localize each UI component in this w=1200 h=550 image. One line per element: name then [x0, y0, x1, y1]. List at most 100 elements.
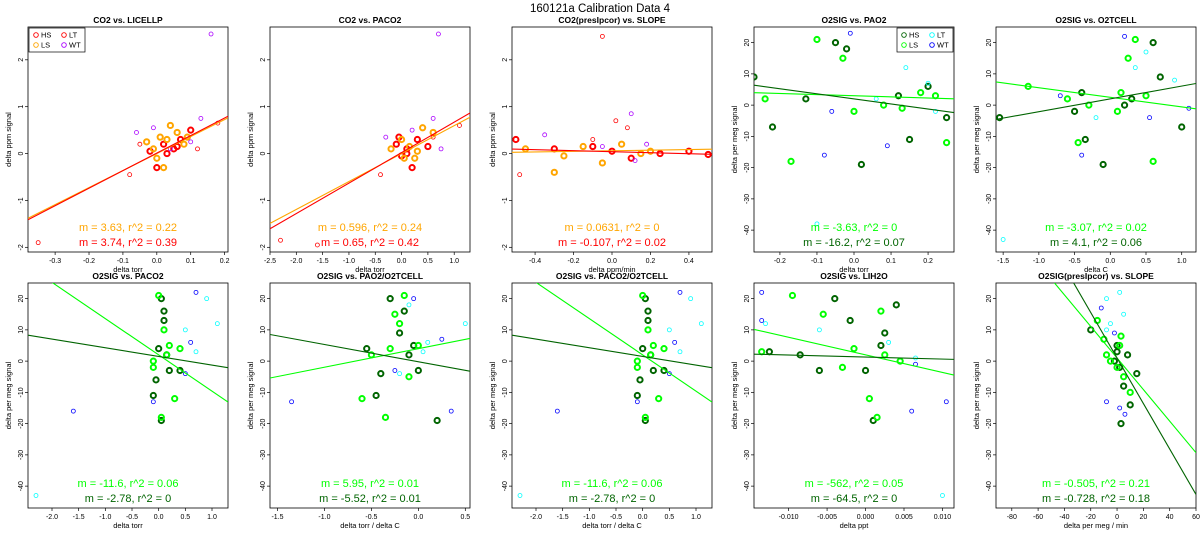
- y-tick-label: 20: [744, 39, 751, 47]
- plot-frame: [753, 26, 955, 253]
- x-tick-label: -0.1: [811, 258, 823, 265]
- x-tick-label: -0.005: [817, 514, 837, 521]
- data-point-hs: [1081, 135, 1089, 144]
- data-point-ls: [160, 326, 168, 334]
- fit-line-hs: [512, 148, 712, 155]
- x-tick-label: 1.0: [691, 514, 701, 521]
- data-point-ls: [618, 140, 626, 148]
- panel-title: CO2 vs. PACO2: [339, 15, 402, 25]
- data-point-lt: [137, 141, 143, 147]
- data-point-wt: [289, 399, 294, 405]
- x-tick-label: -80: [1007, 514, 1017, 521]
- data-point-wt: [436, 31, 441, 37]
- data-point-wt: [188, 139, 194, 145]
- data-point-wt: [448, 408, 454, 414]
- data-point-ls: [896, 357, 904, 365]
- x-tick-label: 0.4: [684, 258, 694, 265]
- y-axis-label: delta per meg signal: [730, 361, 739, 429]
- y-tick-label: 10: [18, 326, 25, 334]
- data-point-lt: [925, 80, 931, 86]
- fit-stat-hs: m = 3.74, r^2 = 0.39: [79, 237, 177, 249]
- data-point-ls: [173, 128, 181, 137]
- plot-area: [270, 291, 470, 425]
- data-point-wt: [884, 143, 890, 149]
- data-point-hs: [656, 149, 664, 158]
- x-tick-label: -1.0: [99, 514, 111, 521]
- data-point-ls: [865, 395, 873, 403]
- y-tick-label: -1: [18, 197, 25, 203]
- data-point-lt: [933, 108, 938, 114]
- data-point-hs: [842, 45, 851, 53]
- x-axis-label: delta torr / delta C: [582, 521, 642, 530]
- fit-line-hs: [270, 112, 470, 230]
- data-point-lt: [1117, 289, 1123, 295]
- data-point-ls: [156, 133, 164, 141]
- x-tick-label: 0: [1115, 514, 1119, 521]
- x-axis-label: delta torr: [839, 265, 869, 274]
- y-tick-label: 2: [502, 58, 509, 62]
- data-point-lt: [613, 118, 619, 124]
- x-tick-label: -0.2: [83, 258, 95, 265]
- data-point-ls: [839, 54, 847, 62]
- data-point-hs: [155, 345, 163, 353]
- data-point-ls: [143, 138, 151, 146]
- y-axis-label: delta per meg signal: [972, 105, 981, 173]
- fit-line-hs: [28, 334, 228, 369]
- data-point-ls: [1074, 139, 1082, 147]
- data-point-lt: [624, 125, 630, 131]
- x-tick-label: 60: [1192, 514, 1200, 521]
- x-tick-label: -2.0: [46, 514, 58, 521]
- x-tick-label: -0.5: [365, 514, 377, 521]
- data-point-ls: [641, 413, 649, 421]
- x-tick-label: -0.1: [117, 258, 129, 265]
- data-point-wt: [70, 408, 76, 414]
- x-tick-label: 0.2: [220, 258, 230, 265]
- plot-area: [28, 283, 228, 498]
- data-point-hs: [395, 329, 404, 337]
- data-point-hs: [413, 135, 421, 144]
- data-point-hs: [768, 123, 777, 131]
- data-point-ls: [1113, 363, 1121, 371]
- legend-label: LS: [41, 41, 50, 50]
- data-point-ls: [1116, 341, 1124, 350]
- data-point-ls: [639, 291, 647, 300]
- data-point-hs: [649, 366, 657, 375]
- data-point-ls: [171, 395, 179, 403]
- y-tick-label: 10: [260, 326, 267, 334]
- y-tick-label: 0: [986, 359, 993, 363]
- y-tick-label: -40: [744, 481, 751, 491]
- data-point-lt: [1132, 65, 1138, 71]
- y-tick-label: -40: [18, 481, 25, 491]
- plot-frame: [753, 282, 955, 509]
- x-tick-label: -0.5: [610, 514, 622, 521]
- legend-marker: [33, 32, 39, 38]
- data-point-ls: [881, 351, 889, 359]
- data-point-hs: [831, 295, 839, 303]
- data-point-hs: [1126, 401, 1134, 409]
- data-point-ls: [550, 168, 558, 176]
- fit-stat-ls: m = -11.6, r^2 = 0.06: [562, 478, 663, 490]
- x-tick-label: -40: [1059, 514, 1069, 521]
- data-point-ls: [758, 348, 766, 356]
- panel-title: O2SIG vs. PAO2: [821, 15, 886, 25]
- data-point-wt: [1122, 411, 1128, 417]
- data-point-ls: [1117, 332, 1125, 340]
- x-tick-label: 0.1: [186, 258, 196, 265]
- data-point-ls: [414, 341, 422, 350]
- data-point-ls: [660, 345, 668, 353]
- y-tick-label: -30: [502, 450, 509, 460]
- data-point-ls: [579, 142, 587, 151]
- y-tick-label: -20: [744, 162, 751, 172]
- x-axis-label: delta torr / delta C: [340, 521, 400, 530]
- x-tick-label: 0.2: [923, 258, 933, 265]
- legend: HS LT LS WT: [28, 27, 86, 53]
- data-point-wt: [1112, 330, 1117, 336]
- x-tick-label: -1.5: [997, 258, 1009, 265]
- data-point-wt: [1147, 115, 1152, 121]
- data-point-ls: [788, 291, 797, 300]
- data-point-hs: [861, 366, 870, 375]
- data-point-ls: [1113, 107, 1122, 115]
- data-point-ls: [1106, 357, 1115, 365]
- data-point-hs: [815, 366, 823, 375]
- chart-panel: O2SIG vs. PACO2/O2TCELL -2.0 -1.5 -1.0 -0.5 0…: [488, 271, 713, 530]
